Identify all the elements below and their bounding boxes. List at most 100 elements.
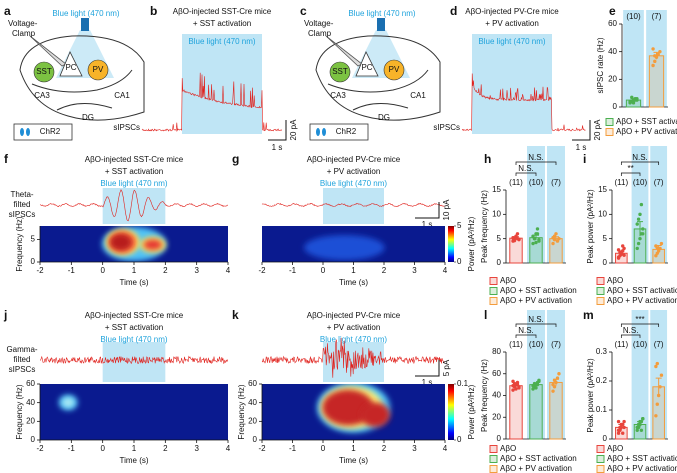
panel-title: AβO-injected SST-Cre mice <box>173 7 272 16</box>
x-tick-label: 2 <box>163 266 168 275</box>
brain-outline <box>315 35 441 121</box>
data-point <box>557 236 561 241</box>
y-axis-label: sIPSC rate (Hz) <box>596 37 605 93</box>
data-point <box>655 402 659 406</box>
pipette <box>325 35 363 67</box>
significance-bracket <box>515 172 537 176</box>
significance-label: N.S. <box>518 326 534 335</box>
panel-label: a <box>4 4 11 18</box>
x-tick-label: 3 <box>194 266 199 275</box>
legend-label: AβO <box>500 276 516 285</box>
n-label: (10) <box>633 340 648 349</box>
data-point <box>641 227 645 231</box>
colorbar-label: Power (pA²/Hz) <box>467 216 476 271</box>
data-point <box>557 372 561 376</box>
data-point <box>636 422 641 427</box>
significance-bracket <box>515 334 537 338</box>
region-label: CA1 <box>114 91 130 100</box>
opsin-icon <box>26 128 30 136</box>
scale-bar <box>572 120 591 141</box>
scale-label: 20 pA <box>593 119 602 141</box>
n-label: (10) <box>633 178 648 187</box>
y-axis-label: Peak power (pA²/Hz) <box>586 358 595 433</box>
x-tick-label: 2 <box>163 444 168 453</box>
x-tick-label: -2 <box>258 266 266 275</box>
opsin-icon <box>316 128 320 136</box>
significance-label: N.S. <box>632 153 648 162</box>
light-label: Blue light (470 nm) <box>100 335 167 344</box>
trace-label: sIPSCs <box>9 365 36 374</box>
y-tick-label: 15 <box>492 185 501 194</box>
legend-swatch <box>489 445 498 453</box>
data-point <box>511 236 515 240</box>
x-tick-label: 0 <box>100 444 105 453</box>
y-tick-label: 20 <box>608 74 617 83</box>
n-label: (11) <box>615 178 629 187</box>
light-shade <box>650 310 668 439</box>
data-point <box>631 101 636 105</box>
legend-swatch <box>596 297 605 305</box>
light-label: Blue light (470 nm) <box>478 37 545 46</box>
light-label: Blue light (470 nm) <box>188 37 255 46</box>
heatmap-blob <box>109 233 133 251</box>
data-point <box>551 389 555 393</box>
data-point <box>554 232 558 236</box>
panel-label: c <box>300 4 307 18</box>
trace <box>39 355 229 365</box>
optic-fiber <box>377 18 385 31</box>
colorbar-tick-label: 0 <box>457 435 462 444</box>
data-point <box>638 419 642 424</box>
data-point <box>616 428 621 432</box>
heatmap-blob <box>322 389 374 426</box>
data-point <box>636 217 641 221</box>
light-shade <box>527 146 545 263</box>
clamp-label: Clamp <box>308 29 332 38</box>
colorbar-tick-label: 0.1 <box>457 379 469 388</box>
cell-label: PC <box>65 63 76 72</box>
legend-swatch <box>596 455 605 463</box>
y-tick-label: 0 <box>603 434 608 443</box>
light-period <box>102 342 166 382</box>
data-point <box>616 419 621 424</box>
data-point <box>641 417 645 421</box>
panel-title: + PV activation <box>485 19 539 28</box>
panel-title: + SST activation <box>193 19 251 28</box>
region-label: CA3 <box>34 91 50 100</box>
panel-label: d <box>450 4 457 18</box>
data-point <box>537 379 541 384</box>
light-label: Blue light (470 nm) <box>52 9 119 18</box>
panel-label: e <box>609 4 616 18</box>
significance-label: *** <box>635 315 644 324</box>
y-tick-label: 0 <box>253 435 258 444</box>
scale-label: 1 s <box>272 143 283 152</box>
data-point <box>639 202 644 207</box>
data-point <box>653 54 657 58</box>
data-point <box>658 49 662 54</box>
data-point <box>635 97 639 101</box>
bar <box>529 384 543 440</box>
data-point <box>511 379 515 384</box>
panel-label: l <box>484 308 487 322</box>
trace-label: filted <box>14 200 31 209</box>
scale-bar <box>415 360 440 377</box>
data-point <box>555 239 560 243</box>
y-tick-label: 0 <box>31 257 36 266</box>
significance-label: N.S. <box>518 164 534 173</box>
y-tick-label: 20 <box>248 416 257 425</box>
legend-label: AβO + SST activation <box>500 454 577 463</box>
panel-label: f <box>4 152 9 166</box>
scale-label: 20 pA <box>289 119 298 141</box>
data-point <box>635 246 639 251</box>
y-tick-label: 0.1 <box>596 405 608 414</box>
data-point <box>639 428 644 432</box>
bar <box>509 385 523 440</box>
panel-title: + PV activation <box>327 167 381 176</box>
colorbar <box>448 226 454 262</box>
legend-label: AβO <box>607 276 623 285</box>
region-label: CA3 <box>330 91 346 100</box>
light-shade <box>650 146 668 263</box>
region-label: DG <box>378 113 390 122</box>
x-tick-label: -1 <box>289 444 297 453</box>
bar <box>648 55 665 108</box>
pv-cell <box>87 59 109 81</box>
